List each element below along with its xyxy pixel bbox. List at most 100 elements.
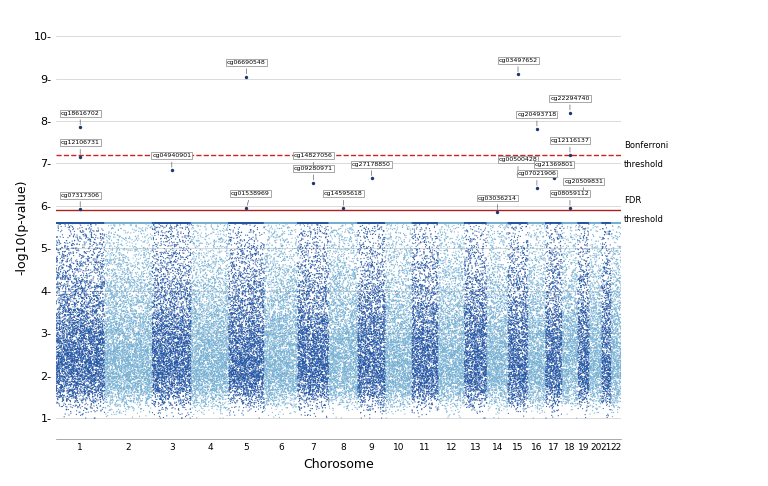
Point [614,398,626,405]
Point [219,346,231,353]
Point [574,235,587,243]
Point [310,402,322,410]
Point [64,295,76,302]
Point [121,219,134,227]
Point [55,280,67,288]
Point [206,382,218,390]
Point [569,267,581,275]
Point [376,303,389,311]
Point [110,370,122,378]
Point [314,338,326,346]
Point [96,337,108,345]
Point [552,295,564,303]
Point [164,325,176,333]
Point [398,319,410,327]
Point [399,219,411,227]
Point [407,275,419,282]
Point [262,331,274,339]
Point [608,338,621,346]
Point [213,320,225,328]
Point [275,310,287,318]
Point [240,320,253,328]
Point [161,363,174,371]
Point [227,261,240,269]
Point [367,344,379,351]
Point [574,351,586,359]
Point [129,278,141,286]
Point [243,353,255,361]
Point [223,310,236,317]
Point [244,304,257,312]
Point [189,353,201,361]
Point [449,219,461,227]
Point [253,338,266,346]
Point [293,294,306,301]
Point [545,330,557,338]
Point [415,322,428,330]
Point [219,370,231,378]
Point [491,348,503,356]
Point [257,309,270,317]
Point [409,250,421,258]
Point [522,366,535,374]
Point [498,300,511,308]
Point [132,298,144,306]
Point [458,342,470,350]
Point [79,314,91,322]
Point [264,361,276,369]
Point [413,365,425,373]
Point [613,356,625,364]
Point [247,330,259,337]
Point [580,312,592,320]
Point [400,329,412,336]
Point [242,352,254,360]
Point [389,221,402,229]
Point [359,284,372,292]
Point [545,377,557,385]
Point [206,322,218,330]
Point [93,272,105,280]
Point [569,255,581,262]
Point [239,260,251,268]
Point [279,272,291,280]
Point [253,327,265,335]
Point [411,361,423,368]
Point [114,303,127,311]
Point [442,219,454,227]
Point [549,219,561,227]
Point [555,346,568,353]
Point [371,276,383,284]
Point [212,363,224,371]
Point [151,372,163,380]
Point [395,370,407,378]
Point [496,380,508,387]
Point [541,387,554,395]
Point [367,392,379,400]
Point [153,310,165,317]
Point [233,361,246,368]
Point [360,363,372,370]
Point [259,347,271,355]
Point [111,353,124,361]
Point [592,371,604,379]
Point [113,367,125,375]
Point [310,391,323,399]
Point [346,380,359,388]
Point [429,327,442,334]
Point [253,358,265,365]
Point [412,291,425,298]
Point [378,379,390,386]
Point [267,300,280,308]
Point [484,384,496,392]
Point [56,292,68,300]
Point [415,370,428,378]
Point [218,378,230,386]
Point [302,402,314,410]
Point [538,323,550,330]
Point [117,330,129,337]
Point [427,219,439,227]
Point [444,338,456,346]
Point [64,318,76,326]
Point [614,375,627,382]
Point [267,372,280,380]
